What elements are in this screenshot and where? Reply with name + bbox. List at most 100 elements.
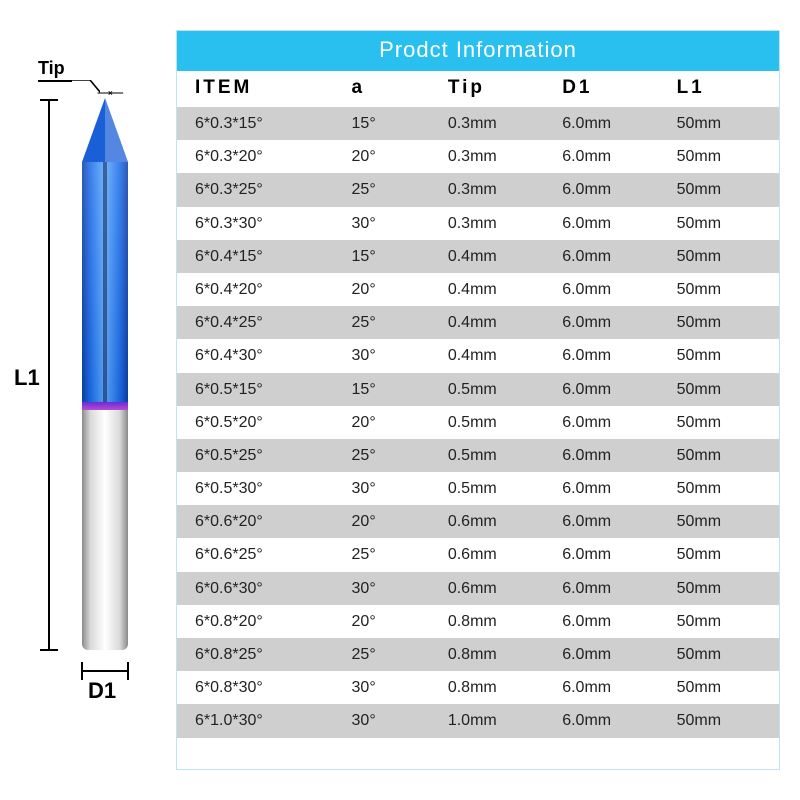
table-row: 6*0.5*20°20°0.5mm6.0mm50mm [177, 406, 779, 439]
cell-l1: 50mm [659, 704, 779, 737]
cell-d1: 6.0mm [544, 240, 658, 273]
cell-tip: 0.6mm [430, 572, 544, 605]
cell-a: 30° [334, 572, 430, 605]
table-row: 6*0.5*15°15°0.5mm6.0mm50mm [177, 373, 779, 406]
cell-item: 6*1.0*30° [177, 704, 334, 737]
cell-a: 15° [334, 107, 430, 140]
cell-a: 20° [334, 273, 430, 306]
cell-d1: 6.0mm [544, 140, 658, 173]
cell-l1: 50mm [659, 538, 779, 571]
label-d1: D1 [88, 678, 116, 704]
cell-a: 20° [334, 605, 430, 638]
cell-l1: 50mm [659, 373, 779, 406]
table-row: 6*0.3*15°15°0.3mm6.0mm50mm [177, 107, 779, 140]
cell-d1: 6.0mm [544, 671, 658, 704]
col-tip: Tip [430, 71, 544, 107]
cell-l1: 50mm [659, 671, 779, 704]
cell-item: 6*0.3*15° [177, 107, 334, 140]
cell-l1: 50mm [659, 439, 779, 472]
cell-item: 6*0.5*25° [177, 439, 334, 472]
cell-d1: 6.0mm [544, 173, 658, 206]
table-row: 6*0.8*25°25°0.8mm6.0mm50mm [177, 638, 779, 671]
cell-d1: 6.0mm [544, 373, 658, 406]
cell-tip: 0.3mm [430, 173, 544, 206]
table-row: 6*0.6*20°20°0.6mm6.0mm50mm [177, 505, 779, 538]
cell-d1: 6.0mm [544, 406, 658, 439]
cell-tip: 0.5mm [430, 373, 544, 406]
cell-item: 6*0.4*20° [177, 273, 334, 306]
cell-a: 30° [334, 339, 430, 372]
table-row: 6*0.4*20°20°0.4mm6.0mm50mm [177, 273, 779, 306]
table-row: 6*0.8*30°30°0.8mm6.0mm50mm [177, 671, 779, 704]
cell-tip: 0.4mm [430, 240, 544, 273]
cell-tip: 0.3mm [430, 207, 544, 240]
tool-diagram: Tip ⟶⟵ a L1 D1 [10, 30, 170, 770]
cell-item: 6*0.5*30° [177, 472, 334, 505]
table-row: 6*0.8*20°20°0.8mm6.0mm50mm [177, 605, 779, 638]
cell-tip: 0.3mm [430, 140, 544, 173]
cell-item: 6*0.3*25° [177, 173, 334, 206]
cell-d1: 6.0mm [544, 472, 658, 505]
cell-d1: 6.0mm [544, 207, 658, 240]
cell-d1: 6.0mm [544, 505, 658, 538]
cell-d1: 6.0mm [544, 704, 658, 737]
cell-l1: 50mm [659, 572, 779, 605]
d1-cap-right [127, 662, 129, 680]
product-table: Prodct Information ITEM a Tip D1 L1 6*0.… [176, 30, 780, 770]
cell-tip: 0.5mm [430, 472, 544, 505]
cell-item: 6*0.8*25° [177, 638, 334, 671]
l1-cap-bottom [40, 649, 58, 651]
cell-tip: 0.4mm [430, 306, 544, 339]
cell-a: 30° [334, 704, 430, 737]
cell-a: 15° [334, 373, 430, 406]
cell-l1: 50mm [659, 140, 779, 173]
cell-tip: 0.8mm [430, 605, 544, 638]
cell-item: 6*0.5*15° [177, 373, 334, 406]
cell-d1: 6.0mm [544, 538, 658, 571]
table-row: 6*0.4*30°30°0.4mm6.0mm50mm [177, 339, 779, 372]
bit-flute-line [103, 162, 107, 402]
col-d1: D1 [544, 71, 658, 107]
table-header-row: ITEM a Tip D1 L1 [177, 71, 779, 107]
col-a: a [334, 71, 430, 107]
col-item: ITEM [177, 71, 334, 107]
cell-item: 6*0.4*15° [177, 240, 334, 273]
tip-underline [38, 80, 72, 82]
cell-item: 6*0.3*20° [177, 140, 334, 173]
cell-tip: 1.0mm [430, 704, 544, 737]
cell-d1: 6.0mm [544, 439, 658, 472]
cell-tip: 0.5mm [430, 406, 544, 439]
table-row: 6*0.3*25°25°0.3mm6.0mm50mm [177, 173, 779, 206]
cell-l1: 50mm [659, 173, 779, 206]
cell-a: 25° [334, 439, 430, 472]
label-tip: Tip [38, 58, 65, 79]
bit-shank [82, 410, 128, 650]
table-row: 6*0.6*25°25°0.6mm6.0mm50mm [177, 538, 779, 571]
cell-a: 25° [334, 306, 430, 339]
table-title: Prodct Information [177, 31, 779, 71]
cell-l1: 50mm [659, 638, 779, 671]
cell-item: 6*0.6*20° [177, 505, 334, 538]
cell-a: 20° [334, 505, 430, 538]
cell-d1: 6.0mm [544, 306, 658, 339]
cell-a: 25° [334, 173, 430, 206]
cell-l1: 50mm [659, 107, 779, 140]
table-row: 6*0.4*15°15°0.4mm6.0mm50mm [177, 240, 779, 273]
cell-item: 6*0.4*25° [177, 306, 334, 339]
engraving-bit [82, 98, 128, 650]
label-l1: L1 [14, 365, 40, 391]
cell-tip: 0.6mm [430, 505, 544, 538]
spec-table: ITEM a Tip D1 L1 6*0.3*15°15°0.3mm6.0mm5… [177, 71, 779, 738]
cell-d1: 6.0mm [544, 339, 658, 372]
cell-l1: 50mm [659, 273, 779, 306]
cell-item: 6*0.8*20° [177, 605, 334, 638]
cell-tip: 0.4mm [430, 339, 544, 372]
table-row: 6*0.4*25°25°0.4mm6.0mm50mm [177, 306, 779, 339]
cell-a: 20° [334, 140, 430, 173]
cell-a: 25° [334, 538, 430, 571]
cell-l1: 50mm [659, 306, 779, 339]
cell-l1: 50mm [659, 472, 779, 505]
cell-a: 30° [334, 472, 430, 505]
cell-d1: 6.0mm [544, 273, 658, 306]
col-l1: L1 [659, 71, 779, 107]
